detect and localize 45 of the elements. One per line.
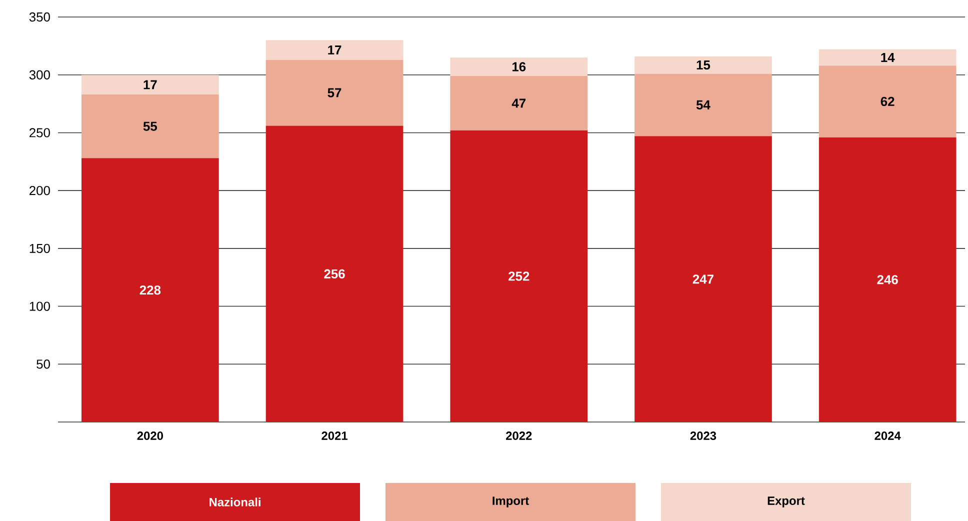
bar — [634, 136, 772, 422]
data-label: 47 — [512, 98, 526, 108]
bar — [82, 158, 219, 422]
data-label: 246 — [877, 275, 898, 284]
bar — [82, 94, 219, 158]
text: Import — [492, 496, 529, 508]
bar — [450, 130, 588, 422]
x-tick-label: 2020 — [137, 432, 163, 440]
y-tick-label: 150 — [30, 244, 50, 254]
data-label: 17 — [328, 46, 342, 54]
data-label: 256 — [324, 269, 345, 278]
data-label: 228 — [140, 286, 161, 295]
data-label: 62 — [880, 96, 894, 106]
y-tick-label: 50 — [36, 360, 50, 369]
bar — [818, 49, 956, 66]
y-tick-label: 300 — [29, 70, 50, 80]
bar — [634, 56, 772, 74]
data-label: 247 — [692, 274, 714, 284]
bar — [82, 74, 219, 95]
data-label: 14 — [881, 53, 895, 62]
data-label: 252 — [508, 272, 530, 281]
data-label: 57 — [328, 88, 342, 98]
x-tick-label: 2022 — [506, 432, 532, 440]
data-label: 54 — [696, 100, 710, 110]
data-label: 15 — [696, 60, 710, 70]
y-tick-label: 100 — [30, 302, 50, 311]
text: Nazionali — [210, 498, 260, 506]
bar — [266, 60, 404, 126]
bar — [266, 40, 404, 60]
bar — [450, 76, 588, 130]
data-label: 55 — [143, 122, 158, 131]
text: Export — [768, 496, 805, 508]
y-tick-label: 250 — [30, 128, 50, 138]
x-tick-label: 2024 — [874, 432, 901, 440]
y-tick-label: 200 — [30, 186, 50, 196]
bar — [818, 137, 956, 422]
x-tick-label: 2021 — [322, 432, 348, 440]
bar — [450, 58, 588, 76]
x-tick-label: 2023 — [690, 432, 716, 440]
bar — [634, 74, 772, 136]
y-tick-label: 350 — [29, 12, 50, 22]
data-label: 17 — [144, 80, 157, 90]
data-label: 16 — [512, 62, 526, 72]
bar — [266, 126, 404, 422]
bar — [818, 66, 956, 138]
